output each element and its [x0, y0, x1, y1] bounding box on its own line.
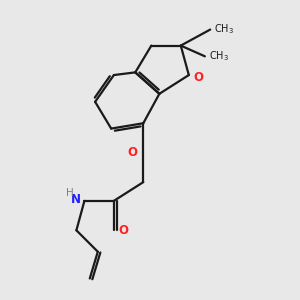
Text: CH$_3$: CH$_3$ — [209, 50, 229, 63]
Text: O: O — [128, 146, 137, 159]
Text: H: H — [66, 188, 74, 198]
Text: CH$_3$: CH$_3$ — [214, 22, 234, 36]
Text: O: O — [118, 224, 128, 237]
Text: N: N — [70, 193, 80, 206]
Text: O: O — [194, 71, 204, 84]
